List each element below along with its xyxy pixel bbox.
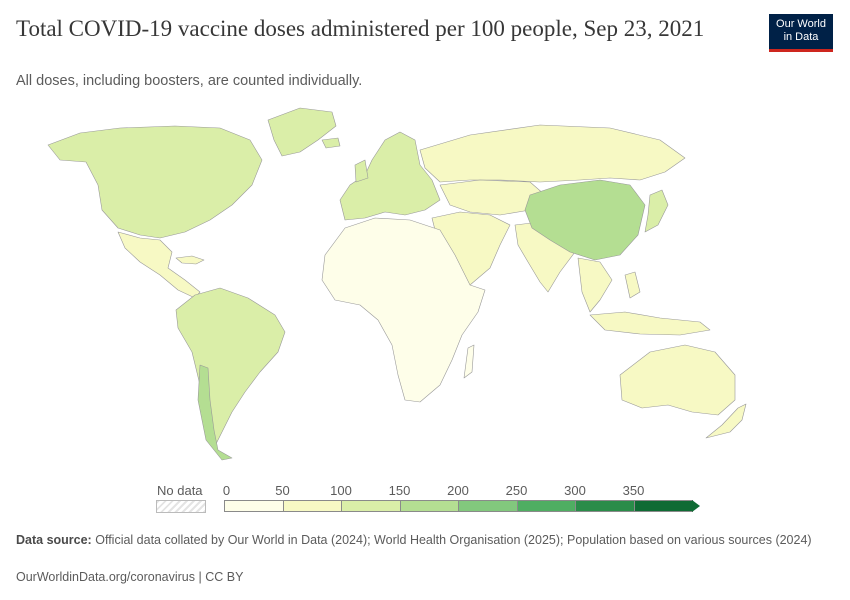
legend-tick-150: 150 [388,483,411,498]
legend-bin-1[interactable] [282,500,342,512]
legend-tick-100: 100 [330,483,352,498]
region-chile[interactable] [197,364,233,461]
legend-tick-250: 250 [505,483,528,498]
footer-url-license[interactable]: OurWorldinData.org/coronavirus | CC BY [16,570,244,584]
region-indonesia[interactable] [589,311,711,336]
chart-subtitle: All doses, including boosters, are count… [16,73,363,89]
region-philippines[interactable] [624,271,641,299]
chart-title: Total COVID-19 vaccine doses administere… [16,16,705,41]
logo-line-1: Our World [776,18,826,30]
region-africa[interactable] [321,217,486,403]
data-source-text: Official data collated by Our World in D… [95,533,812,547]
legend-bin-5[interactable] [516,500,576,512]
legend-bin-4[interactable] [458,500,518,512]
legend-open-end-arrow [692,500,700,512]
logo-line-2: in Data [783,31,819,43]
region-china[interactable] [524,179,646,261]
region-uk[interactable] [354,159,369,183]
legend-no-data-label: No data [157,483,203,498]
legend-bin-7[interactable] [633,500,693,512]
region-europe[interactable] [339,131,441,221]
owid-logo[interactable]: Our World in Data [769,14,833,52]
legend-tick-300: 300 [564,483,586,498]
region-greenland[interactable] [267,107,337,157]
legend-tick-0: 0 [222,483,231,498]
region-caribbean[interactable] [175,255,205,265]
region-new-zealand[interactable] [705,403,747,439]
legend-tick-350: 350 [622,483,645,498]
legend-tick-50: 50 [275,483,290,498]
region-central-america[interactable] [117,231,201,299]
region-australia[interactable] [619,344,736,416]
data-source: Data source: Official data collated by O… [16,533,816,548]
region-north-america[interactable] [47,125,263,239]
world-map[interactable] [0,100,850,470]
data-source-label: Data source: [16,533,92,547]
region-south-america[interactable] [175,287,286,449]
legend-bin-3[interactable] [399,500,459,512]
region-russia[interactable] [419,124,686,183]
legend-bin-0[interactable] [224,500,284,512]
region-madagascar[interactable] [463,344,475,379]
legend-bin-6[interactable] [575,500,635,512]
legend-bin-2[interactable] [341,500,401,512]
legend-tick-200: 200 [447,483,469,498]
legend: No data 0 50 100 150 200 250 300 350 [0,478,850,518]
region-japan[interactable] [644,189,669,233]
legend-no-data-swatch [156,500,206,513]
region-iceland[interactable] [321,137,341,149]
region-southeast-asia[interactable] [577,257,613,313]
